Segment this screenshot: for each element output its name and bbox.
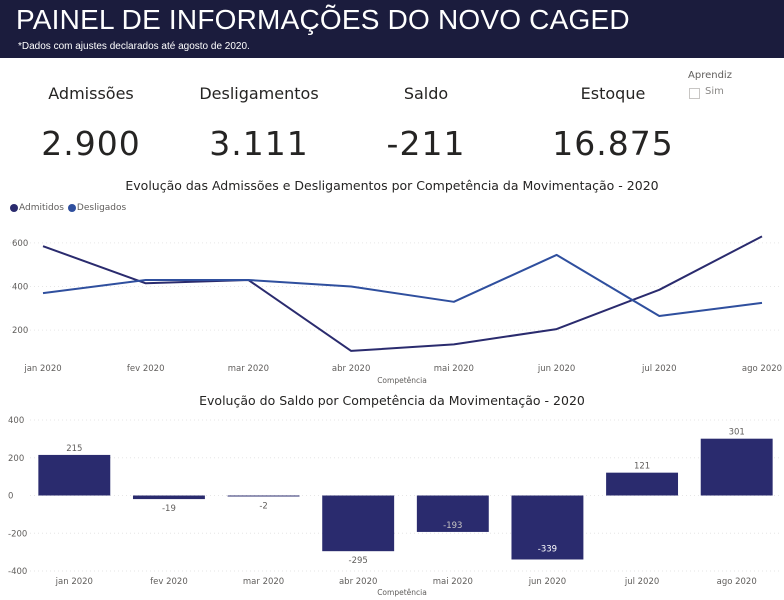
page-subtitle: *Dados com ajustes declarados até agosto…	[18, 41, 250, 52]
kpi-admissoes-label: Admissões	[48, 84, 134, 103]
page-title: PAINEL DE INFORMAÇÕES DO NOVO CAGED	[16, 4, 630, 35]
kpi-estoque-value: 16.875	[552, 124, 674, 163]
bar-data-label: -19	[162, 504, 176, 514]
line-y-tick-label: 200	[12, 326, 28, 336]
bar-y-tick-label: 0	[8, 492, 13, 502]
bar-data-label: 215	[66, 444, 82, 454]
line-chart: 200 400 600 jan 2020 fev 2020 mar 2020 abr 202…	[10, 235, 782, 385]
line-x-tick-label: fev 2020	[127, 364, 165, 374]
legend-label-admitidos: Admitidos	[19, 203, 64, 213]
kpi-saldo-value: -211	[386, 124, 466, 163]
line-y-tick-label: 400	[12, 283, 28, 293]
bar-data-label: -193	[443, 521, 462, 531]
line-x-tick-label: mar 2020	[228, 364, 269, 374]
line-x-tick-label: jun 2020	[537, 364, 575, 374]
bar-y-tick-label: 400	[8, 416, 24, 426]
line-x-tick-label: jul 2020	[641, 364, 676, 374]
bar-data-label: 121	[634, 462, 650, 472]
bar-chart-title: Evolução do Saldo por Competência da Mov…	[199, 393, 585, 408]
bar-mai-2020	[416, 495, 489, 532]
legend-item-desligados[interactable]: Desligados	[67, 203, 127, 213]
line-x-tick-label: ago 2020	[742, 364, 782, 374]
bar-ago-2020	[700, 438, 773, 496]
bar-x-tick-label: mai 2020	[433, 577, 473, 587]
legend-label-desligados: Desligados	[76, 203, 127, 213]
line-series-admitidos	[42, 235, 763, 352]
line-y-tick-label: 600	[12, 239, 28, 249]
bar-x-tick-label: jul 2020	[624, 577, 659, 587]
bar-jan-2020	[38, 454, 111, 496]
legend-item-admitidos[interactable]: Admitidos	[10, 203, 64, 213]
bar-x-tick-label: jan 2020	[55, 577, 93, 587]
bar-jul-2020	[606, 472, 679, 496]
line-x-tick-label: mai 2020	[434, 364, 474, 374]
bar-fev-2020	[132, 495, 205, 500]
bar-data-label: 301	[729, 428, 745, 438]
line-x-tick-label: abr 2020	[332, 364, 370, 374]
bar-y-tick-label: -200	[8, 529, 27, 539]
bar-y-tick-label: 200	[8, 454, 24, 464]
bar-x-tick-label: jun 2020	[528, 577, 566, 587]
legend-dot-desligados	[67, 204, 76, 212]
bar-chart: -400 -200 0 200 400 215 jan 2020 -19 fev 2020 -2 m…	[8, 416, 782, 597]
kpi-admissoes-value: 2.900	[41, 124, 141, 163]
line-x-tick-label: jan 2020	[23, 364, 61, 374]
aprendiz-sim-checkbox[interactable]	[689, 88, 700, 99]
kpi-saldo-label: Saldo	[403, 84, 449, 103]
bar-data-label: -2	[259, 502, 267, 512]
kpi-estoque-label: Estoque	[580, 84, 646, 103]
header-bar: PAINEL DE INFORMAÇÕES DO NOVO CAGED *Dad…	[0, 0, 784, 58]
bar-x-tick-label: mar 2020	[243, 577, 284, 587]
bar-y-tick-label: -400	[8, 567, 27, 577]
bar-x-tick-label: fev 2020	[150, 577, 188, 587]
aprendiz-sim-label[interactable]: Sim	[705, 86, 724, 97]
aprendiz-slicer-title: Aprendiz	[688, 70, 732, 81]
line-x-axis-label: Competência	[377, 376, 427, 385]
bar-mar-2020	[227, 495, 300, 497]
kpi-desligamentos-label: Desligamentos	[199, 84, 319, 103]
kpi-desligamentos-value: 3.111	[209, 124, 309, 163]
bar-data-label: -295	[349, 556, 368, 566]
bar-x-tick-label: ago 2020	[717, 577, 757, 587]
line-chart-legend: Admitidos Desligados	[10, 203, 128, 213]
bar-abr-2020	[322, 495, 395, 552]
bar-x-tick-label: abr 2020	[339, 577, 377, 587]
bar-data-label: -339	[538, 544, 557, 554]
legend-dot-admitidos	[10, 204, 18, 212]
bar-jun-2020	[511, 495, 584, 560]
line-chart-title: Evolução das Admissões e Desligamentos p…	[125, 178, 659, 193]
bar-x-axis-label: Competência	[377, 588, 427, 597]
line-series-desligados	[42, 253, 763, 317]
